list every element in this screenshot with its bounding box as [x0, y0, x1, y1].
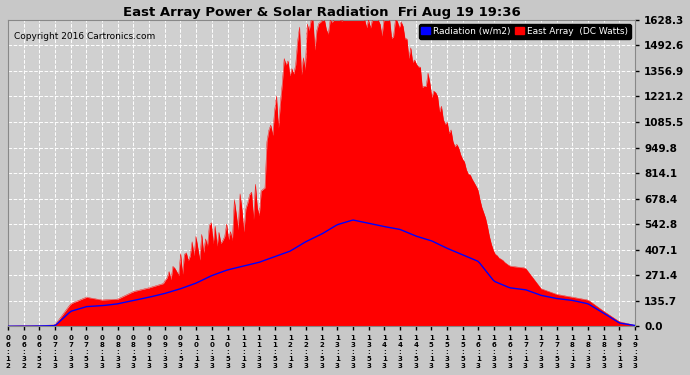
Legend: Radiation (w/m2), East Array  (DC Watts): Radiation (w/m2), East Array (DC Watts) — [419, 24, 631, 39]
Title: East Array Power & Solar Radiation  Fri Aug 19 19:36: East Array Power & Solar Radiation Fri A… — [123, 6, 520, 18]
Text: Copyright 2016 Cartronics.com: Copyright 2016 Cartronics.com — [14, 32, 155, 41]
